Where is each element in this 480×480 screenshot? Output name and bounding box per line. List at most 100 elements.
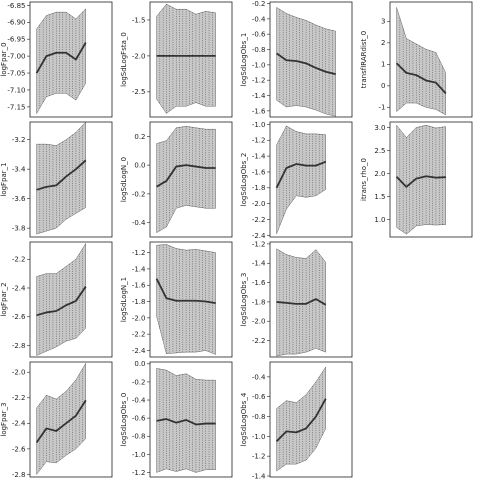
y-axis-label: logSdLogFsta_0	[120, 32, 128, 87]
y-tick-label: -0.2	[252, 0, 266, 8]
y-tick-label: -1.0	[132, 451, 146, 459]
mean-line	[395, 62, 447, 94]
plot-frame	[29, 361, 113, 478]
y-tick-label: -1.4	[132, 265, 146, 273]
y-tick-label: -2.6	[12, 445, 26, 453]
mean-line	[156, 418, 216, 426]
y-tick-label: -3.2	[12, 136, 26, 144]
panel-logFpar_0: -7.15 -7.10 -7.05 -7.00 -6.95 -6.90 -6.85 logFp…	[0, 1, 113, 118]
y-tick-label: -2.0	[132, 314, 146, 322]
plot-frame	[269, 121, 353, 238]
y-tick-label: 3.0	[374, 124, 385, 132]
y-tick-label: -0.6	[252, 393, 266, 401]
panel-logSdLogObs_3: -2.2 -2.0 -1.8 -1.6 -1.4 -1.2 logSdLogObs_3	[240, 240, 353, 358]
y-tick-label: -0.6	[132, 415, 146, 423]
plot-frame	[389, 121, 473, 238]
y-axis-label: logSdLogObs_2	[240, 153, 248, 207]
y-tick-label: -2.4	[12, 284, 26, 292]
y-tick-label: -1.8	[252, 184, 266, 192]
y-axis-label: logSdLogObs_3	[240, 273, 248, 327]
y-tick-label: -7.00	[7, 53, 25, 61]
mean-line	[395, 175, 446, 188]
ci-band	[36, 362, 87, 476]
y-tick-label: -2.4	[252, 232, 266, 240]
y-tick-label: -2.8	[12, 342, 26, 350]
y-tick-label: 0.2	[134, 133, 145, 141]
y-tick-label: -1.6	[132, 282, 146, 290]
y-axis-label: logSdLogN_0	[120, 157, 128, 202]
y-axis-label: logFpar_0	[0, 42, 8, 76]
y-tick-label: -1.2	[132, 249, 146, 257]
y-tick-label: -7.10	[7, 86, 25, 94]
panel-logFpar_3: -2.8 -2.6 -2.4 -2.2 -2.0 logFpar_3	[0, 361, 113, 479]
y-tick-label: -1.5	[132, 16, 146, 24]
y-tick-label: -0.4	[252, 15, 266, 23]
plot-frame	[149, 1, 233, 118]
y-tick-label: -1.4	[252, 153, 266, 161]
ci-band	[396, 124, 447, 235]
mean-line	[36, 159, 87, 191]
y-tick-label: 1	[381, 61, 385, 69]
y-axis-label: logFpar_2	[0, 282, 8, 316]
y-tick-label: -2.4	[132, 347, 146, 355]
y-tick-label: 2.0	[374, 170, 385, 178]
ci-band	[396, 7, 447, 116]
plot-frame	[29, 241, 113, 358]
y-tick-label: -2.5	[132, 88, 146, 96]
panel-logSdLogN_1: -2.4 -2.2 -2.0 -1.8 -1.6 -1.4 -1.2 logSdLogN_1	[120, 241, 233, 358]
y-tick-label: -1.2	[132, 469, 146, 477]
y-tick-label: 2.5	[374, 147, 385, 155]
y-tick-label: -2.2	[12, 256, 26, 264]
y-axis-label: logSdLogObs_4	[240, 392, 248, 446]
y-tick-label: -0.4	[132, 219, 146, 227]
y-tick-label: -1.6	[252, 279, 266, 287]
y-tick-label: -0.6	[252, 31, 266, 39]
y-tick-label: -0.2	[132, 190, 146, 198]
y-tick-label: 0	[381, 82, 385, 90]
y-tick-label: 3	[381, 18, 385, 26]
y-tick-label: -6.90	[7, 19, 25, 27]
plot-frame	[149, 361, 233, 478]
y-axis-label: transfIRARdist_0	[360, 31, 368, 89]
y-tick-label: -3.8	[12, 225, 26, 233]
y-tick-label: -2.4	[12, 420, 26, 428]
y-tick-label: -0.4	[132, 396, 146, 404]
panel-logFpar_2: -2.8 -2.6 -2.4 -2.2 logFpar_2	[0, 241, 113, 358]
y-tick-label: -1.2	[252, 453, 266, 461]
y-tick-label: -2.0	[252, 200, 266, 208]
y-tick-label: -1.2	[252, 77, 266, 85]
y-tick-label: -1.6	[252, 168, 266, 176]
plot-frame	[269, 1, 353, 118]
y-tick-label: -1.0	[252, 433, 266, 441]
mean-line	[275, 398, 327, 442]
panel-transfIRARdist_0: -1 0 1 2 3 transfIRARdist_0	[360, 1, 473, 118]
y-tick-label: -2.0	[132, 52, 146, 60]
mean-line	[35, 42, 87, 74]
mean-line	[276, 52, 336, 75]
y-tick-label: -7.05	[7, 69, 25, 77]
y-tick-label: -3.6	[12, 195, 26, 203]
y-tick-label: -7.15	[7, 103, 25, 111]
ci-band	[36, 121, 87, 235]
y-tick-label: -2.0	[12, 369, 26, 377]
panel-logSdLogObs_1: -1.6 -1.4 -1.2 -1.0 -0.8 -0.6 -0.4 -0.2 logSdLog…	[240, 0, 353, 118]
mean-line	[276, 298, 327, 306]
y-tick-label: 0.0	[134, 162, 145, 170]
y-tick-label: -1.2	[252, 137, 266, 145]
y-tick-label: -2.6	[12, 313, 26, 321]
y-tick-label: -1.8	[252, 298, 266, 306]
y-tick-label: 1.0	[374, 216, 385, 224]
y-tick-label: -1.4	[252, 92, 266, 100]
panel-logSdLogFsta_0: -2.5 -2.0 -1.5 logSdLogFsta_0	[120, 1, 233, 118]
y-tick-label: -2.2	[132, 331, 146, 339]
y-tick-label: -0.2	[132, 378, 146, 386]
plot-frame	[149, 121, 233, 238]
y-tick-label: -1.4	[252, 260, 266, 268]
y-axis-label: logSdLogN_1	[120, 277, 128, 322]
plot-frame	[269, 241, 353, 358]
y-tick-label: -0.4	[252, 373, 266, 381]
mean-line	[275, 160, 327, 189]
y-tick-label: -2.2	[252, 216, 266, 224]
plot-frame	[389, 1, 473, 118]
